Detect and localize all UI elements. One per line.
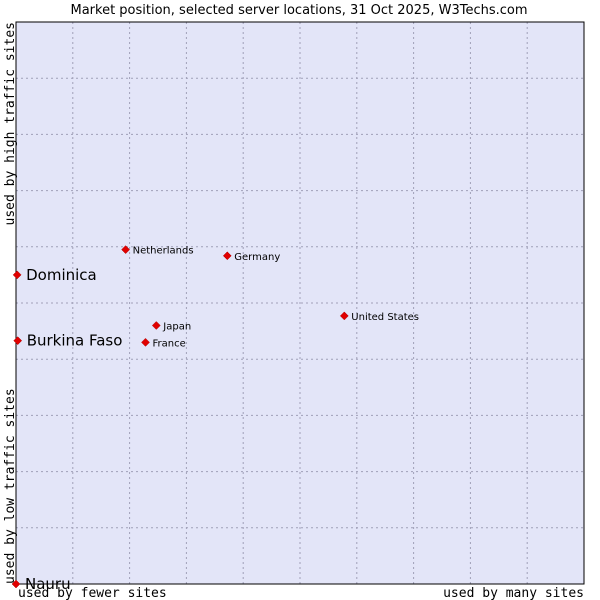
data-point-france: France xyxy=(141,337,186,349)
chart-title: Market position, selected server locatio… xyxy=(70,3,527,18)
point-label-germany: Germany xyxy=(234,252,280,263)
data-point-japan: Japan xyxy=(151,321,191,332)
point-label-burkina-faso: Burkina Faso xyxy=(27,332,123,350)
y-axis-label-top: used by high traffic sites xyxy=(3,22,18,226)
point-marker-japan xyxy=(151,321,161,330)
point-marker-dominica xyxy=(12,270,22,280)
plot-frame xyxy=(15,21,585,585)
data-point-dominica: Dominica xyxy=(12,266,97,284)
y-axis-label-bottom: used by low traffic sites xyxy=(3,388,18,584)
point-label-japan: Japan xyxy=(162,321,191,332)
data-point-nauru: Nauru xyxy=(11,575,71,593)
point-marker-burkina-faso xyxy=(13,336,23,346)
point-label-netherlands: Netherlands xyxy=(133,246,194,257)
data-point-burkina-faso: Burkina Faso xyxy=(13,332,123,350)
data-point-united-states: United States xyxy=(339,311,419,323)
data-point-netherlands: Netherlands xyxy=(121,245,194,257)
point-label-united-states: United States xyxy=(351,312,419,323)
data-points: Netherlands Germany Dominica United States J… xyxy=(11,245,419,593)
point-label-dominica: Dominica xyxy=(26,266,97,284)
point-marker-netherlands xyxy=(121,245,130,254)
point-marker-united-states xyxy=(339,311,349,321)
x-axis-label-left: used by fewer sites xyxy=(18,586,167,600)
point-label-france: France xyxy=(153,338,186,349)
x-axis-label-right: used by many sites xyxy=(443,586,584,600)
point-marker-germany xyxy=(222,251,232,261)
data-point-germany: Germany xyxy=(222,251,280,263)
grid-lines xyxy=(16,22,584,584)
point-marker-france xyxy=(141,337,150,347)
point-marker-nauru xyxy=(11,579,21,589)
point-label-nauru: Nauru xyxy=(25,575,71,593)
